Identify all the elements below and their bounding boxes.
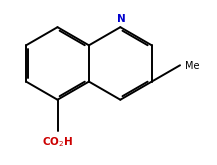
Text: CO$_2$H: CO$_2$H bbox=[42, 135, 73, 149]
Text: Me: Me bbox=[185, 61, 199, 71]
Text: N: N bbox=[117, 14, 126, 24]
